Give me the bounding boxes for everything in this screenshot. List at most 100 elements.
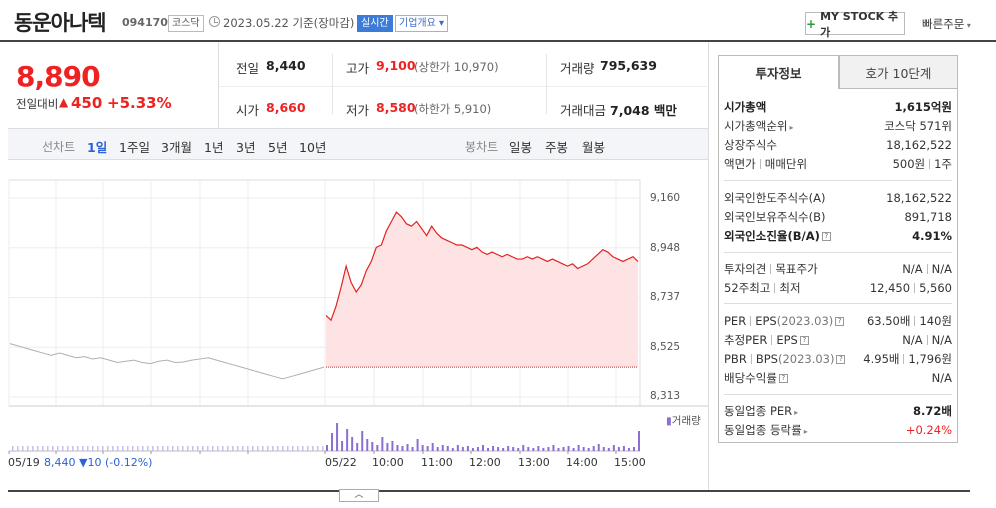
- help-icon[interactable]: ?: [778, 373, 788, 383]
- shares-row: 상장주식수 18,162,522: [724, 136, 952, 153]
- cap-rank-value: 코스닥 571위: [884, 118, 952, 133]
- quick-order-button[interactable]: 빠른주문 ▾: [922, 16, 971, 32]
- face-label-text: 액면가: [724, 156, 756, 171]
- realtime-button[interactable]: 실시간: [357, 15, 393, 32]
- volume-bar: [411, 447, 414, 451]
- period-5y[interactable]: 5년: [268, 140, 288, 155]
- week52-high-label: 52주최고: [724, 280, 771, 295]
- volume-bar: [391, 441, 394, 451]
- candle-daily[interactable]: 일봉: [509, 140, 533, 155]
- market-cap-label: 시가총액: [724, 99, 766, 115]
- period-3m[interactable]: 3개월: [161, 140, 192, 155]
- volume-bar: [421, 445, 424, 451]
- volume-bar: [292, 446, 294, 451]
- help-icon[interactable]: ?: [835, 316, 845, 326]
- divider: [750, 316, 752, 326]
- period-1y[interactable]: 1년: [204, 140, 224, 155]
- per-value-text: 63.50배: [866, 313, 911, 328]
- help-icon[interactable]: ?: [836, 354, 846, 364]
- tab-invest-info[interactable]: 투자정보: [718, 55, 839, 89]
- candle-weekly[interactable]: 주봉: [545, 140, 569, 155]
- volume-bar: [102, 446, 104, 451]
- volume-bar: [167, 446, 169, 451]
- foreign-limit-value: 18,162,522: [886, 190, 952, 205]
- period-1d[interactable]: 1일: [87, 140, 108, 155]
- chevron-up-icon: ︿: [354, 490, 364, 500]
- add-mystock-button[interactable]: + MY STOCK 추가: [805, 10, 905, 39]
- company-overview-label: 기업개요: [399, 18, 436, 29]
- volume-bar: [52, 446, 54, 451]
- collapse-handle[interactable]: ︿: [339, 489, 379, 502]
- chevron-right-icon: ▸: [803, 426, 808, 436]
- volume-bar: [87, 446, 89, 451]
- plus-icon: +: [806, 16, 817, 31]
- divider: [724, 303, 952, 304]
- change-value: 450: [71, 94, 103, 112]
- volume-bar: [272, 446, 274, 451]
- price-summary: [8, 42, 219, 128]
- cap-rank-label[interactable]: 시가총액순위 ▸: [724, 118, 794, 134]
- volume-label: 거래량: [560, 61, 595, 76]
- volume-bar: [346, 429, 349, 451]
- help-icon[interactable]: ?: [799, 335, 809, 345]
- volume-bar: [92, 446, 94, 451]
- prev-info: 8,440 ▼10 (-0.12%): [44, 456, 152, 469]
- chevron-right-icon: ▸: [794, 407, 799, 417]
- volume-bar: [537, 446, 540, 451]
- pbr-label: PBR BPS(2023.03)?: [724, 351, 846, 366]
- amount-unit: 백만: [653, 103, 677, 118]
- volume-bar: [587, 448, 590, 451]
- candle-monthly[interactable]: 월봉: [582, 140, 606, 155]
- volume-bar: [507, 446, 510, 451]
- divider: [774, 283, 776, 293]
- price-chart[interactable]: [0, 160, 708, 490]
- volume-bar: [317, 446, 319, 451]
- volume-bar: [617, 447, 620, 451]
- amount-number: 7,048: [610, 103, 650, 118]
- target-price-value: N/A: [931, 261, 952, 276]
- stock-header: [0, 0, 996, 42]
- stock-name: 동운아나텍: [14, 11, 107, 35]
- volume-bar: [257, 446, 259, 451]
- period-10y[interactable]: 10년: [299, 140, 327, 155]
- high-value: 9,100: [376, 58, 416, 73]
- help-icon[interactable]: ?: [821, 231, 831, 241]
- period-3y[interactable]: 3년: [236, 140, 256, 155]
- per-value: 63.50배 140원: [867, 313, 952, 329]
- candle-chart-label: 봉차트: [465, 140, 499, 154]
- volume-bar: [267, 446, 269, 451]
- volume-bar: [322, 446, 324, 451]
- divider: [724, 394, 952, 395]
- divider: [929, 159, 931, 169]
- volume-bar: [416, 439, 419, 451]
- est-per-label-text: 추정PER: [724, 332, 768, 347]
- volume-bar: [567, 446, 570, 451]
- pbr-year: (2023.03): [777, 351, 835, 366]
- volume-bar: [22, 446, 24, 451]
- divider: [759, 159, 761, 169]
- add-mystock-label: MY STOCK 추가: [820, 9, 899, 39]
- volume-bar: [542, 448, 545, 451]
- volume-bar: [312, 446, 314, 451]
- divider: [724, 252, 952, 253]
- industry-per-label[interactable]: 동일업종 PER ▸: [724, 403, 798, 419]
- volume-bar: [552, 445, 555, 451]
- divider: [724, 180, 952, 181]
- prev-day-line: [9, 343, 325, 380]
- volume-bar: [27, 446, 29, 451]
- industry-rate-label[interactable]: 동일업종 등락률 ▸: [724, 422, 808, 438]
- volume-bar: [431, 443, 434, 451]
- company-overview-button[interactable]: 기업개요 ▾: [395, 15, 449, 32]
- open-label: 시가: [236, 103, 260, 118]
- face-value-value: 500원 1주: [893, 156, 952, 172]
- volume-bar: [127, 446, 129, 451]
- volume-bar: [172, 446, 174, 451]
- divider: [926, 264, 928, 274]
- period-1w[interactable]: 1주일: [119, 140, 150, 155]
- volume-bar: [227, 446, 229, 451]
- tab-quote-10[interactable]: 호가 10단계: [839, 55, 958, 89]
- cap-rank-row: 시가총액순위 ▸ 코스닥 571위: [724, 117, 952, 134]
- divider: [770, 264, 772, 274]
- cap-rank-label-text: 시가총액순위: [724, 118, 788, 133]
- pbr-value: 4.95배 1,796원: [863, 351, 952, 367]
